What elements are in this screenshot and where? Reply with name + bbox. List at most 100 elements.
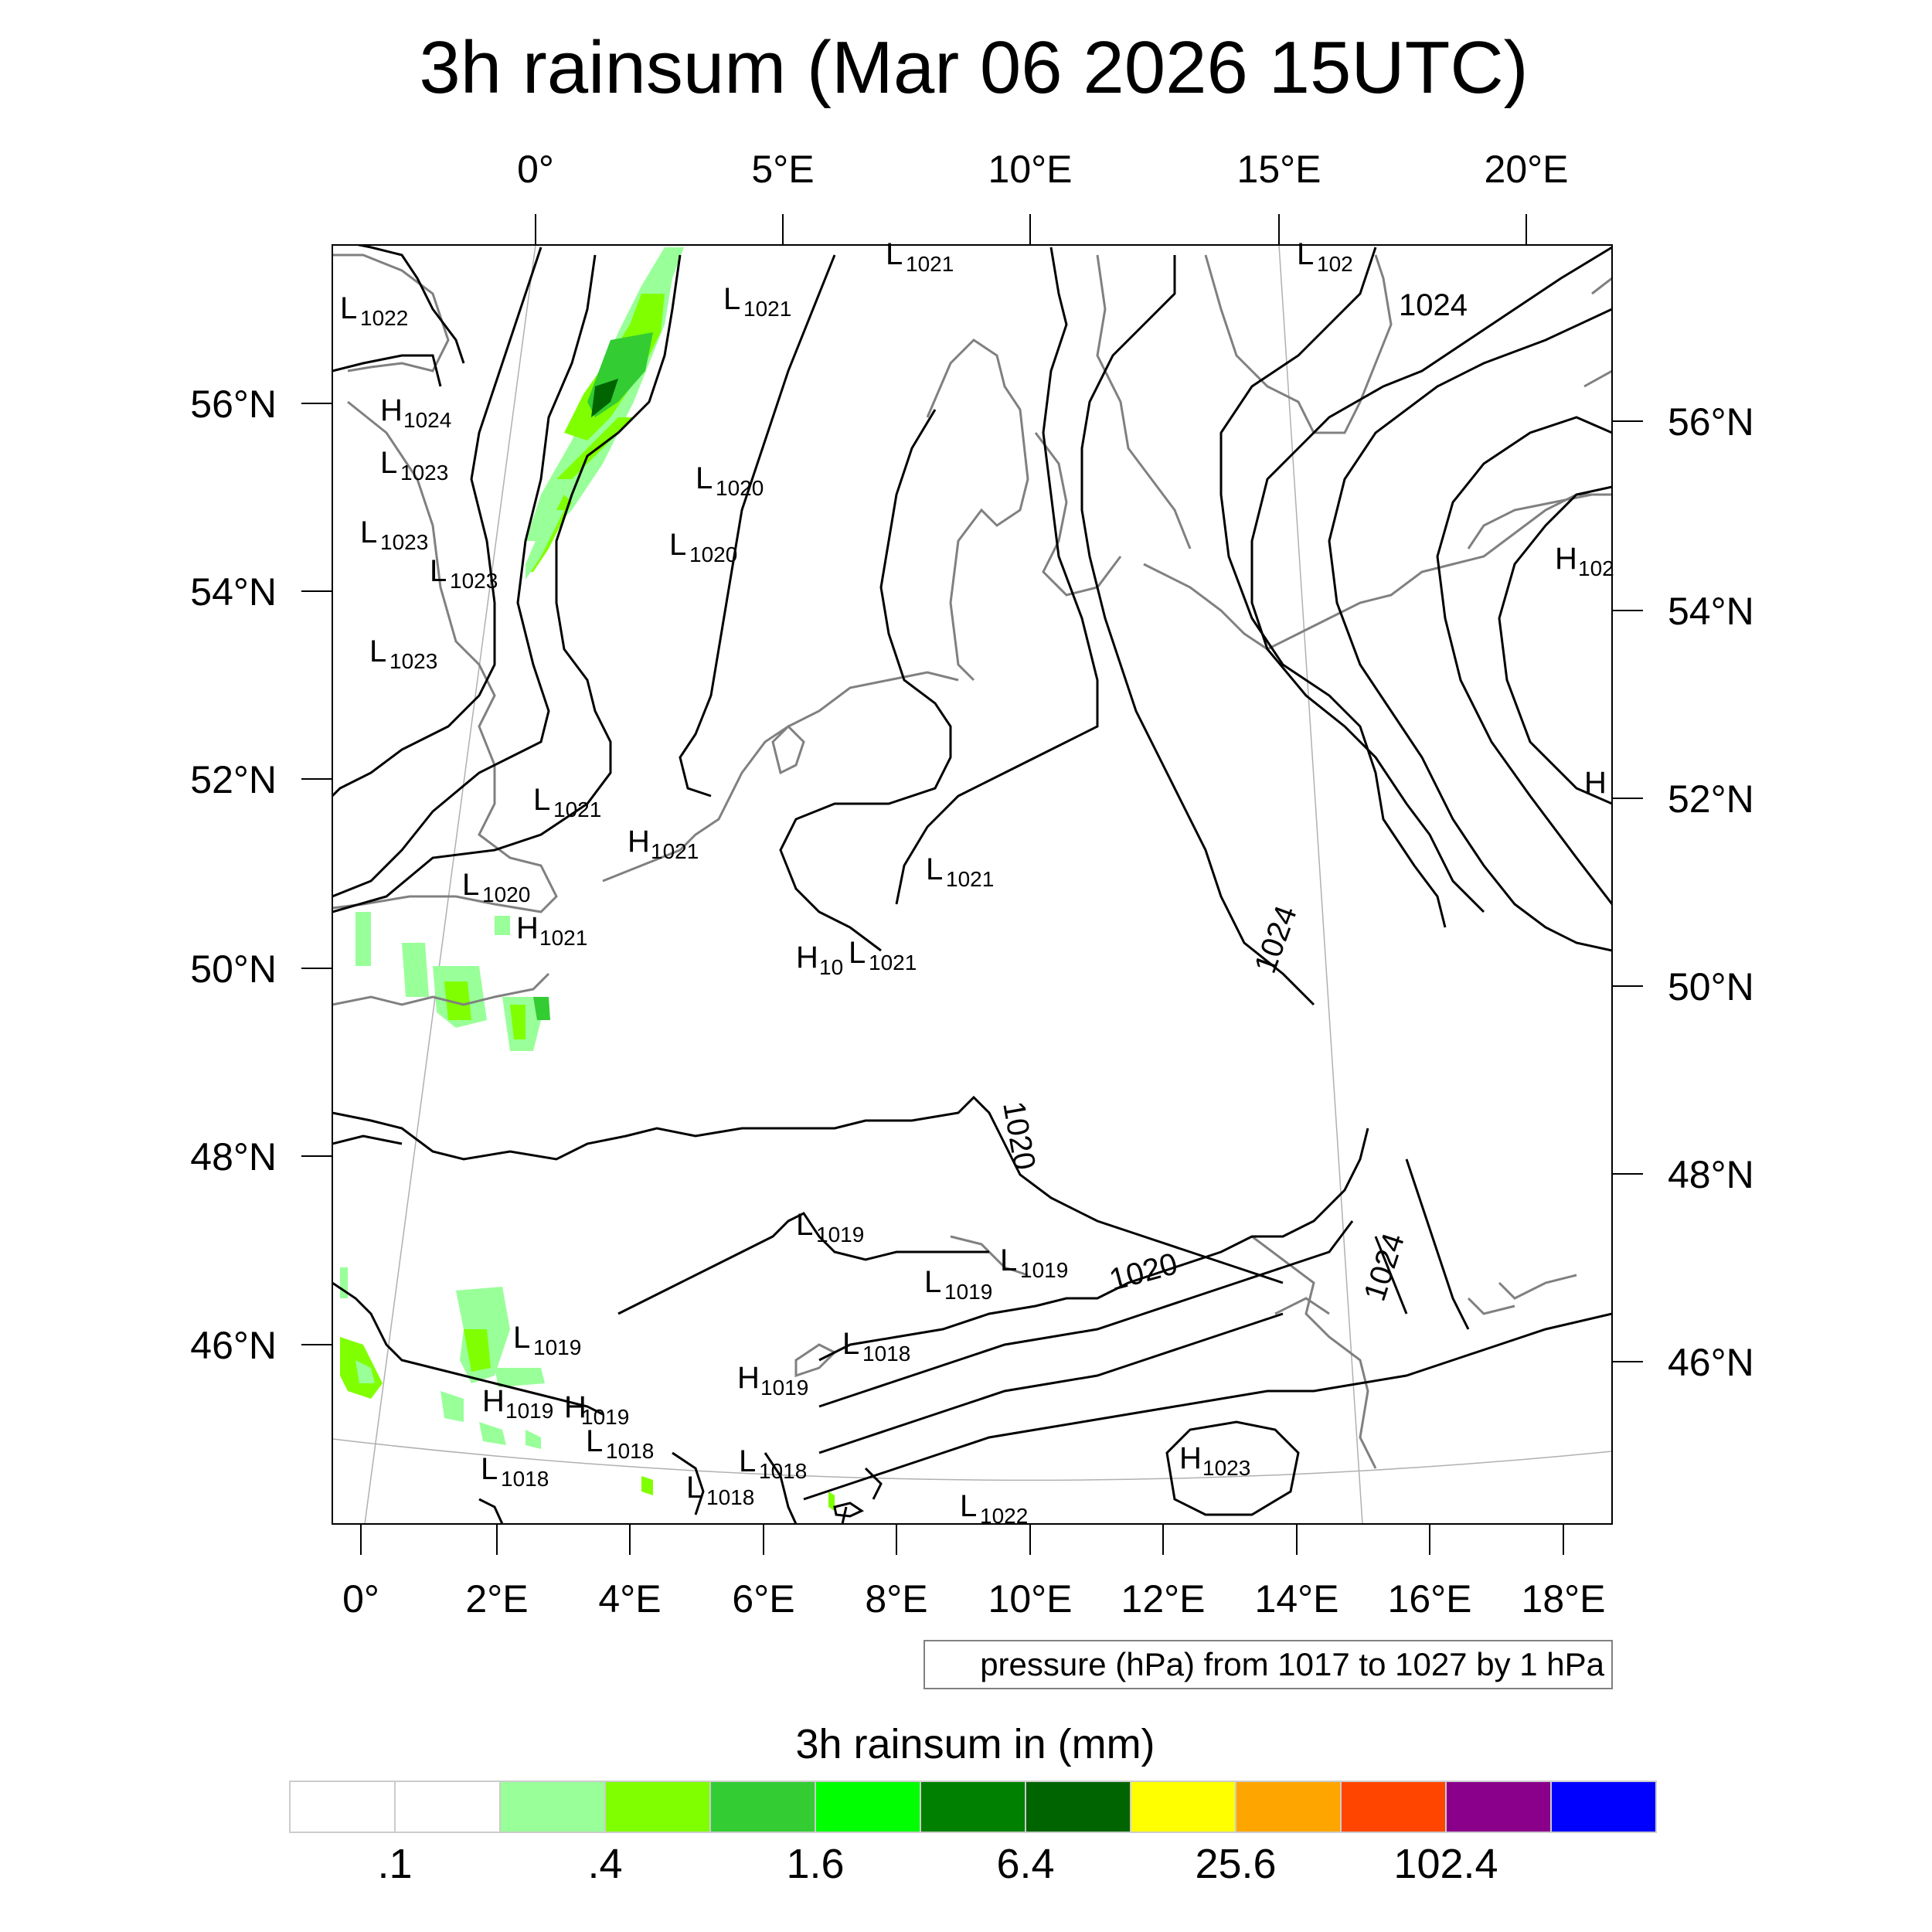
pressure-label: L 1023 [360,515,428,554]
svg-text:1020: 1020 [689,543,737,566]
right-lat-label: 56°N [1668,400,1754,444]
svg-text:102: 102 [1317,252,1353,276]
svg-text:H: H [482,1384,505,1418]
bottom-lon-label: 2°E [465,1577,528,1621]
svg-text:L: L [340,291,357,325]
top-lon-label: 0° [517,148,554,191]
svg-text:L: L [926,852,943,886]
svg-text:L: L [723,282,740,316]
bottom-lon-label: 12°E [1121,1577,1206,1621]
svg-text:1018: 1018 [759,1459,807,1483]
top-lon-label: 10°E [988,148,1073,191]
svg-text:H: H [380,393,403,427]
map-background [332,245,1612,1524]
svg-text:1019: 1019 [505,1399,553,1423]
svg-text:1024: 1024 [403,408,451,432]
colorbar-box [815,1781,921,1833]
right-lat-label: 46°N [1668,1341,1754,1384]
svg-text:1019: 1019 [1020,1258,1068,1282]
colorbar-title: 3h rainsum in (mm) [795,1721,1155,1767]
svg-text:1023: 1023 [400,461,448,485]
pressure-label: L 1021 [533,783,601,821]
svg-text:1022: 1022 [980,1504,1028,1528]
svg-text:102: 102 [1578,556,1614,580]
pressure-label: H 1021 [628,825,699,863]
top-longitude-axis: 0° 5°E 10°E 15°E 20°E [517,148,1568,245]
pressure-label: L 1019 [796,1208,864,1247]
svg-text:L: L [739,1444,756,1478]
isobars [332,245,1612,1524]
bottom-lon-label: 0° [342,1577,379,1621]
svg-text:L: L [696,461,713,495]
svg-text:L: L [380,446,397,480]
contour-info-box: pressure (hPa) from 1017 to 1027 by 1 hP… [923,1640,1613,1689]
svg-text:H: H [737,1361,760,1395]
pressure-label: H 1023 [1179,1441,1250,1480]
graticule [332,245,1612,1524]
svg-text:H: H [516,911,539,945]
colorbar-box [1025,1781,1131,1833]
map-panel: L 1022 H 1024 L 1023 L 1023 L 1023 L 1023 L 102… [332,237,1614,1528]
left-lat-label: 50°N [190,947,277,991]
pressure-label: L 1019 [924,1265,992,1304]
pressure-label: L 1018 [739,1444,807,1483]
colorbar-box [1340,1781,1447,1833]
svg-text:H: H [1179,1441,1202,1475]
svg-text:1019: 1019 [760,1376,808,1400]
svg-text:L: L [369,634,386,668]
svg-text:L: L [430,554,447,588]
pressure-label: L 1018 [586,1424,654,1463]
svg-text:H: H [564,1390,587,1424]
svg-text:1021: 1021 [946,867,994,891]
left-latitude-axis: 56°N 54°N 52°N 50°N 48°N 46°N [190,383,332,1367]
isobar-label: 1024 [1399,288,1468,322]
colorbar-box [604,1781,711,1833]
colorbar-box [499,1781,606,1833]
pressure-label: L 1019 [1000,1243,1068,1282]
colorbar-label: .1 [377,1841,412,1887]
colorbar-label: 1.6 [786,1841,844,1887]
svg-text:L: L [960,1489,977,1523]
svg-text:L: L [513,1321,530,1355]
svg-text:1021: 1021 [869,951,917,975]
pressure-label: L 1022 [960,1489,1028,1528]
pressure-label: L 1019 [513,1321,581,1359]
top-lon-label: 15°E [1237,148,1321,191]
colorbar-box [1235,1781,1342,1833]
svg-text:1021: 1021 [743,297,791,321]
pressure-label: L 1021 [926,852,994,891]
right-lat-label: 52°N [1668,777,1754,821]
colorbar-box [1130,1781,1236,1833]
pressure-label: H 102 [1555,542,1614,580]
svg-text:L: L [886,237,903,271]
svg-text:L: L [796,1208,813,1242]
svg-text:1021: 1021 [906,252,954,276]
svg-text:H: H [1555,542,1577,576]
svg-text:1021: 1021 [553,798,601,821]
svg-text:1018: 1018 [862,1342,910,1366]
svg-text:1019: 1019 [581,1405,629,1429]
left-lat-label: 56°N [190,383,277,426]
svg-text:1018: 1018 [606,1439,654,1463]
colorbar-box [1445,1781,1552,1833]
svg-text:L: L [462,868,479,902]
svg-text:1022: 1022 [360,306,408,330]
contour-info-text: pressure (hPa) from 1017 to 1027 by 1 hP… [980,1646,1604,1682]
right-lat-label: 48°N [1668,1153,1754,1196]
svg-text:H: H [1584,766,1607,800]
bottom-lon-label: 14°E [1255,1577,1339,1621]
svg-text:1019: 1019 [816,1223,864,1247]
svg-text:10: 10 [819,955,843,979]
pressure-label: L 102 [1297,237,1353,276]
right-lat-label: 54°N [1668,590,1754,633]
colorbar-box [709,1781,816,1833]
svg-text:1023: 1023 [389,649,437,673]
bottom-lon-label: 10°E [988,1577,1073,1621]
colorbar-label: 102.4 [1393,1841,1498,1887]
pressure-label: L 1018 [686,1471,754,1509]
coastlines [332,253,1612,1469]
colorbar-box [289,1781,396,1833]
svg-text:L: L [1000,1243,1017,1277]
